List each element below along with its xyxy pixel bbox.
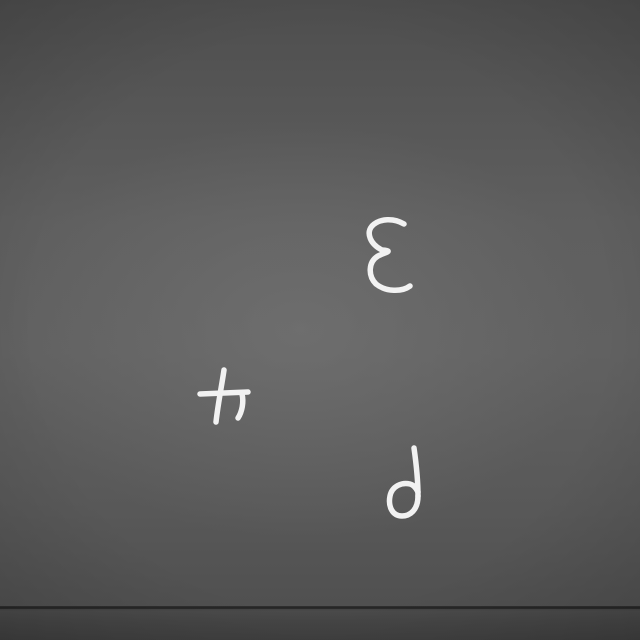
mark-six-text: 6 bbox=[0, 0, 1, 1]
chalk-ledge bbox=[0, 606, 640, 640]
mark-four-text: 4 bbox=[0, 0, 1, 1]
chalk-mark-three bbox=[366, 217, 413, 293]
chalk-mark-four bbox=[197, 367, 251, 425]
chalk-mark-six bbox=[386, 445, 421, 519]
mark-three-text: 3 bbox=[0, 0, 1, 1]
